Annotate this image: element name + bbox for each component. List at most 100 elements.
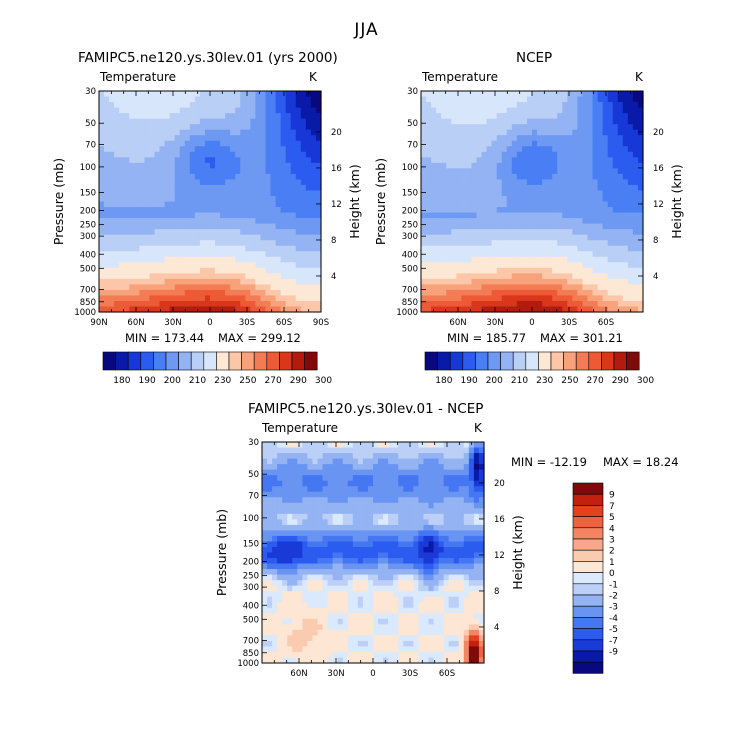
panel1-plot (98, 90, 322, 313)
panel1-ytick-right-label: 16 (331, 164, 342, 174)
panel1-ytick-label: 300 (80, 232, 96, 242)
panel3-colorbar-label: -1 (609, 580, 618, 590)
panel3-max: MAX = 18.24 (603, 455, 679, 469)
panel3-units: K (474, 421, 482, 435)
panel1-colorbar-label: 230 (214, 376, 231, 386)
panel3-colorbar-label: -2 (609, 592, 618, 602)
panel3-plot (261, 441, 485, 664)
panel1-ytick-label: 1000 (74, 308, 96, 318)
panel2-ytick-label: 250 (402, 221, 418, 231)
panel1-ytick-label: 100 (80, 163, 96, 173)
panel3-colorbar-label: -7 (609, 636, 618, 646)
panel2-colorbar-label: 270 (587, 376, 604, 386)
panel3-ytick-right-label: 16 (494, 515, 505, 525)
panel1-xtick-label: 0 (207, 318, 212, 328)
panel2-colorbar-label: 300 (637, 376, 654, 386)
panel1-ytick-label: 250 (80, 221, 96, 231)
panel1-ytick-label: 850 (80, 298, 96, 308)
panel3-ytick-label: 200 (243, 558, 259, 568)
panel1-ytick-label: 200 (80, 207, 96, 217)
panel2-min: MIN = 185.77 (447, 331, 527, 345)
panel2-colorbar-label: 190 (461, 376, 478, 386)
panel3-ytick-label: 50 (248, 470, 259, 480)
panel1-colorbar-label: 300 (315, 376, 332, 386)
panel2-colorbar (424, 351, 640, 371)
panel2-colorbar-label: 290 (612, 376, 629, 386)
panel1-ytick-label: 150 (80, 188, 96, 198)
panel3-colorbar-label: 7 (609, 502, 615, 512)
panel1-ytick-label: 30 (85, 87, 96, 97)
panel3-ytick-label: 1000 (237, 659, 259, 669)
panel3-colorbar-label: 4 (609, 524, 615, 534)
panel1-ytick-label: 400 (80, 250, 96, 260)
panel1-ytick-right-label: 8 (331, 236, 336, 246)
panel2-plot (420, 90, 644, 313)
panel2-ytick-right-label: 12 (653, 200, 664, 210)
panel2-ytick-label: 200 (402, 207, 418, 217)
panel1-xtick-label: 60N (127, 318, 144, 328)
panel2-colorbar-label: 180 (435, 376, 452, 386)
panel2-ytick-right-label: 8 (653, 236, 658, 246)
panel2-ytick-label: 300 (402, 232, 418, 242)
panel1-ytick-right-label: 20 (331, 128, 342, 138)
panel3-colorbar (572, 482, 604, 674)
panel3-colorbar-label: 1 (609, 558, 615, 568)
panel2-xtick-label: 60N (449, 318, 466, 328)
panel1-units: K (309, 70, 317, 84)
panel3-colorbar-label: 3 (609, 536, 615, 546)
panel3-ytick-right-label: 8 (494, 587, 499, 597)
panel1-ytick-label: 70 (85, 140, 96, 150)
panel3-xtick-label: 60S (439, 669, 455, 679)
panel3-ytick-label: 150 (243, 539, 259, 549)
panel2-ytick-label: 100 (402, 163, 418, 173)
panel2-ytick-label: 1000 (396, 308, 418, 318)
panel3-ytick-right-label: 20 (494, 479, 505, 489)
figure-title: JJA (354, 20, 379, 40)
panel2-ytick-label: 400 (402, 250, 418, 260)
panel2-max: MAX = 301.21 (540, 331, 623, 345)
panel1-max: MAX = 299.12 (218, 331, 301, 345)
panel3-xtick-label: 30S (402, 669, 418, 679)
panel3-ytick-label: 30 (248, 438, 259, 448)
panel1-colorbar-label: 250 (239, 376, 256, 386)
panel1-ytick-label: 500 (80, 264, 96, 274)
panel1-colorbar-label: 190 (139, 376, 156, 386)
panel2-xtick-label: 30S (561, 318, 577, 328)
panel1-min: MIN = 173.44 (125, 331, 205, 345)
panel3-colorbar-label: 9 (609, 491, 615, 501)
panel2-units: K (635, 70, 643, 84)
panel1-ylabel-right: Height (km) (347, 164, 362, 238)
panel3-min: MIN = -12.19 (511, 455, 587, 469)
panel2-xtick-label: 60S (598, 318, 614, 328)
panel3-colorbar-label: 5 (609, 513, 615, 523)
panel2-xtick-label: 30N (486, 318, 503, 328)
panel1-colorbar (102, 351, 318, 371)
panel3-colorbar-label: -3 (609, 603, 618, 613)
panel2-ytick-label: 30 (407, 87, 418, 97)
panel3-colorbar-label: -9 (609, 648, 618, 658)
panel1-ytick-right-label: 4 (331, 272, 336, 282)
panel3-ytick-label: 850 (243, 649, 259, 659)
panel2-ytick-label: 700 (402, 286, 418, 296)
panel3-xtick-label: 0 (370, 669, 375, 679)
panel3-ytick-label: 250 (243, 572, 259, 582)
panel3-xtick-label: 30N (327, 669, 344, 679)
panel3-title: FAMIPC5.ne120.ys.30lev.01 - NCEP (248, 401, 484, 417)
panel2-ytick-right-label: 4 (653, 272, 658, 282)
panel1-colorbar-label: 270 (265, 376, 282, 386)
panel3-ytick-label: 500 (243, 615, 259, 625)
panel1-ytick-right-label: 12 (331, 200, 342, 210)
panel2-ytick-label: 70 (407, 140, 418, 150)
panel1-xtick-label: 30S (239, 318, 255, 328)
panel3-colorbar-label: -4 (609, 614, 618, 624)
panel3-colorbar-label: -5 (609, 625, 618, 635)
panel1-xtick-label: 30N (164, 318, 181, 328)
panel1-ytick-label: 50 (85, 119, 96, 129)
panel2-ytick-right-label: 16 (653, 164, 664, 174)
panel1-xtick-label: 60S (276, 318, 292, 328)
panel2-ytick-right-label: 20 (653, 128, 664, 138)
panel3-ylabel-right: Height (km) (510, 515, 525, 589)
panel3-colorbar-label: 2 (609, 547, 615, 557)
panel3-colorbar-label: 0 (609, 569, 615, 579)
panel2-ytick-label: 850 (402, 298, 418, 308)
